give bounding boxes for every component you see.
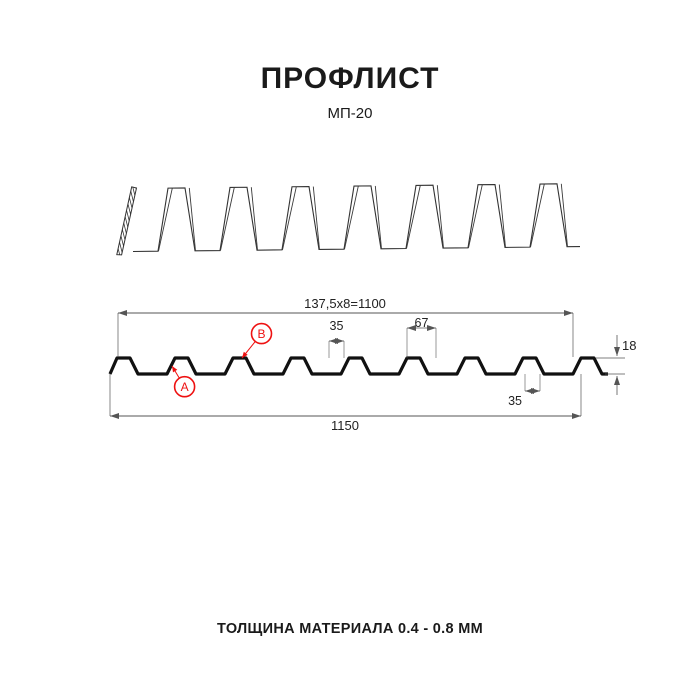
svg-text:35: 35 [330, 319, 344, 333]
svg-text:18: 18 [622, 338, 636, 353]
svg-text:B: B [257, 327, 265, 341]
svg-text:1150: 1150 [331, 418, 359, 433]
svg-text:137,5x8=1100: 137,5x8=1100 [304, 296, 386, 311]
svg-text:ПРОФЛИСТ: ПРОФЛИСТ [261, 62, 440, 95]
svg-text:A: A [181, 380, 189, 394]
svg-text:67: 67 [415, 316, 429, 330]
svg-text:35: 35 [508, 394, 522, 408]
svg-text:ТОЛЩИНА МАТЕРИАЛА 0.4 - 0.8 ММ: ТОЛЩИНА МАТЕРИАЛА 0.4 - 0.8 ММ [217, 621, 483, 637]
svg-text:МП-20: МП-20 [328, 105, 373, 122]
